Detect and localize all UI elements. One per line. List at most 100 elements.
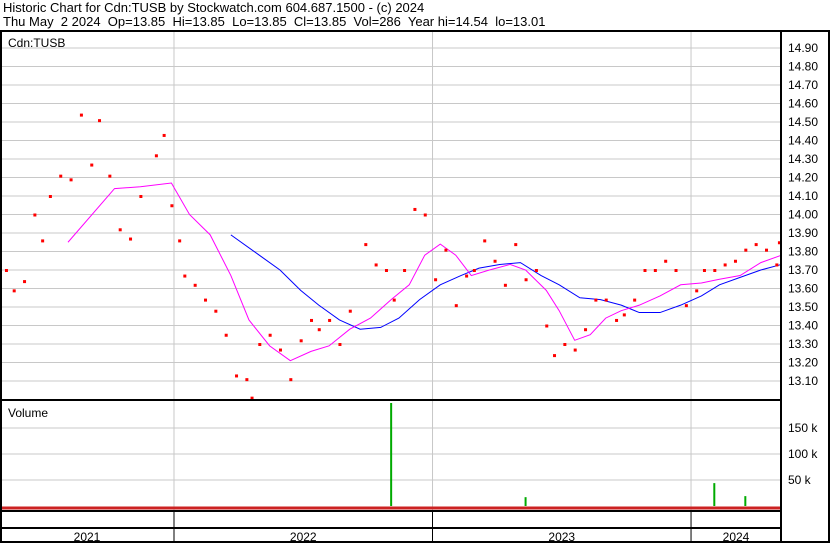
close-point [204,298,208,302]
close-point [4,269,8,272]
close-point [374,263,378,267]
year-label: 2022 [290,530,317,543]
close-point [289,378,293,382]
close-point [108,174,112,178]
close-point [129,237,133,241]
close-point [503,283,507,287]
close-point [154,154,158,158]
close-point [79,113,83,117]
close-point [139,195,143,198]
volume-label: Volume [8,406,48,420]
close-point [545,324,549,328]
grid [0,31,781,543]
close-point [444,248,448,252]
price-tick-label: 13.80 [788,245,818,259]
close-point [12,289,16,293]
close-point [563,343,567,346]
price-tick-label: 14.00 [788,208,818,222]
price-tick-label: 14.60 [788,97,818,111]
short-moving-average-line [67,182,782,362]
close-point [258,343,262,346]
close-point [98,119,102,123]
close-point [278,348,282,352]
close-point [534,269,538,272]
close-point [723,263,727,267]
close-point [413,207,417,211]
close-point [23,280,27,284]
close-point [310,318,314,322]
close-point [41,239,45,243]
price-tick-label: 13.40 [788,319,818,333]
close-point [384,269,388,272]
long-moving-average-line [230,234,782,330]
close-point [317,328,321,332]
close-point [48,195,52,198]
close-point [454,304,458,308]
price-tick-label: 13.20 [788,356,818,370]
close-point [235,374,239,378]
close-point [214,309,218,313]
close-point [193,283,197,287]
frame [0,30,830,543]
close-point [299,339,303,343]
close-point [268,333,272,337]
volume-tick-label: 150 k [788,421,818,435]
close-point [633,298,637,302]
close-point [754,243,758,247]
close-point [170,204,174,208]
price-tick-label: 13.30 [788,337,818,351]
close-point [33,213,37,217]
close-point [584,328,588,332]
price-tick-label: 13.10 [788,374,818,388]
close-point [622,313,626,317]
price-tick-label: 14.30 [788,152,818,166]
close-point [224,333,228,337]
price-tick-label: 13.60 [788,282,818,296]
close-point [423,213,427,217]
close-point [364,243,368,247]
close-point [573,348,577,352]
year-label: 2021 [74,530,101,543]
close-point [775,263,779,267]
price-tick-label: 14.80 [788,60,818,74]
close-point [733,259,737,263]
symbol-label: Cdn:TUSB [8,36,65,50]
close-point [250,396,254,400]
price-tick-label: 13.50 [788,300,818,314]
close-point [594,298,598,302]
close-point [472,269,476,272]
close-point [245,378,249,382]
close-point [702,269,706,272]
close-point [604,298,608,302]
price-tick-label: 14.20 [788,171,818,185]
close-point [118,228,122,232]
price-tick-label: 14.90 [788,41,818,55]
close-point [392,298,396,302]
price-tick-label: 14.40 [788,134,818,148]
close-point [69,178,73,182]
close-point [765,248,769,252]
close-point [653,269,657,272]
close-point [348,309,352,313]
close-point [178,239,182,243]
close-point [465,274,469,278]
close-point [524,278,528,282]
price-tick-label: 14.50 [788,115,818,129]
close-point [684,304,688,308]
close-point [514,243,518,247]
close-point [643,269,647,272]
close-point [162,133,166,137]
close-point [338,343,342,346]
close-point [403,269,407,272]
volume-tick-label: 100 k [788,447,818,461]
price-tick-label: 13.90 [788,226,818,240]
close-point [674,269,678,272]
close-point [777,241,781,245]
close-point [695,289,699,293]
price-tick-label: 14.70 [788,78,818,92]
close-point [493,259,497,263]
chart-title: Historic Chart for Cdn:TUSB by Stockwatc… [3,0,425,15]
close-point [183,274,187,278]
